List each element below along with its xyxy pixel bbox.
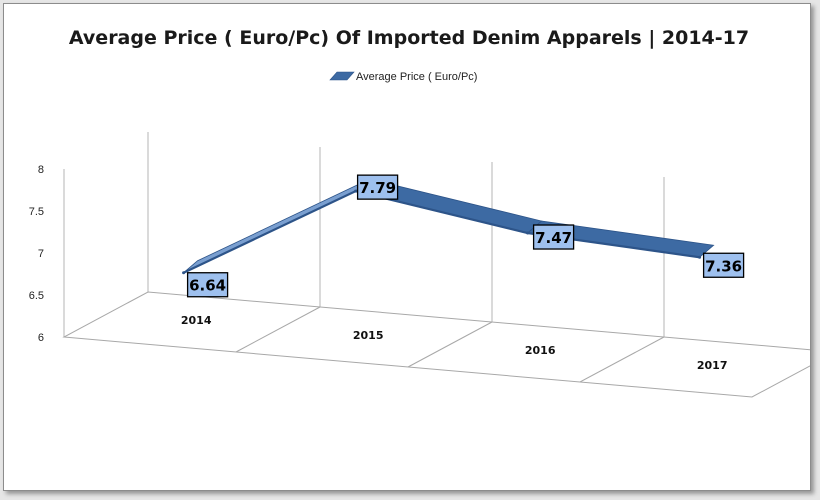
data-label-text: 7.36 [705,257,742,275]
series-ribbon [182,178,715,275]
data-labels: 6.64 7.79 7.47 7.36 [186,174,745,298]
y-tick-label: 6.5 [29,290,44,302]
y-axis: 6 6.5 7 7.5 8 [29,164,44,344]
x-tick-label: 2014 [181,314,212,327]
data-label-box [532,224,575,250]
x-tick-label: 2016 [525,344,556,357]
legend[interactable]: Average Price ( Euro/Pc) [329,71,477,83]
data-point[interactable] [526,231,530,235]
data-label: 7.36 [702,252,745,278]
y-tick-label: 7.5 [29,206,44,218]
data-label-text: 7.79 [359,179,396,197]
data-label: 7.47 [532,224,575,250]
chart-title: Average Price ( Euro/Pc) Of Imported Den… [69,27,749,49]
gridlines [63,132,665,337]
floor-divider [579,336,665,383]
data-label-box [186,272,229,298]
y-tick-label: 7 [38,248,44,260]
chart-frame: Average Price ( Euro/Pc) Of Imported Den… [3,3,811,491]
data-label-text: 7.47 [535,229,572,247]
legend-label: Average Price ( Euro/Pc) [356,71,477,83]
data-label: 7.79 [356,174,399,200]
series-line [183,189,700,274]
data-point[interactable] [182,271,186,275]
chart-canvas: Average Price ( Euro/Pc) Of Imported Den… [29,27,810,398]
x-axis: 2014 2015 2016 2017 [181,314,728,372]
data-label: 6.64 [186,272,229,298]
floor-divider [407,321,493,368]
data-label-text: 6.64 [189,277,226,295]
data-point[interactable] [698,255,702,259]
floor-outline [62,291,810,398]
chart-floor [62,291,810,398]
data-label-box [702,252,745,278]
legend-swatch [329,71,355,81]
floor-divider [235,306,321,353]
y-tick-label: 8 [38,164,44,176]
data-point[interactable] [354,189,358,193]
x-tick-label: 2015 [353,329,384,342]
x-tick-label: 2017 [697,359,728,372]
y-tick-label: 6 [38,332,44,344]
data-label-box [356,174,399,200]
